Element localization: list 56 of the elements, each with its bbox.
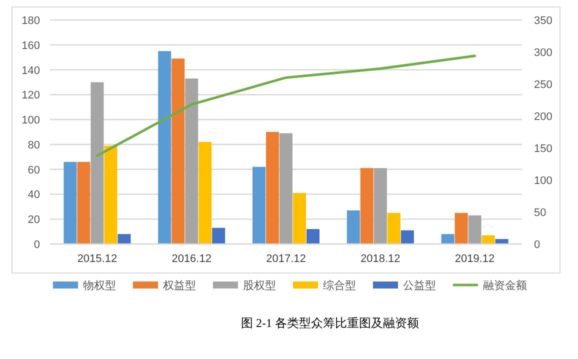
y2-tick-label: 300 — [534, 47, 552, 59]
bar — [306, 229, 320, 244]
caption: 图 2-1 各类型众筹比重图及融资额 — [241, 316, 419, 330]
legend-label: 综合型 — [323, 279, 356, 292]
bar — [400, 230, 414, 244]
y-tick-label: 140 — [22, 64, 40, 77]
bar — [172, 58, 185, 244]
bar — [360, 168, 374, 244]
bar — [158, 51, 172, 244]
bar — [374, 168, 387, 244]
bar — [482, 235, 495, 244]
bar — [198, 142, 212, 244]
x-tick-label: 2017.12 — [266, 253, 306, 265]
legend-label: 权益型 — [162, 280, 196, 292]
y-tick-label: 160 — [22, 40, 40, 52]
bar — [104, 146, 118, 244]
x-tick-label: 2015.12 — [77, 253, 118, 265]
legend-label: 融资金额 — [483, 279, 527, 292]
bar — [77, 162, 90, 244]
y-tick-label: 60 — [28, 164, 40, 176]
y-tick-label: 180 — [22, 15, 40, 27]
bar — [90, 82, 104, 244]
y-tick-label: 100 — [22, 114, 40, 127]
legend-label: 股权型 — [243, 280, 276, 292]
legend-label: 物权型 — [83, 280, 116, 292]
bar — [293, 192, 306, 244]
y-tick-label: 40 — [28, 189, 40, 202]
x-tick-label: 2019.12 — [454, 253, 495, 265]
y2-tick-label: 50 — [534, 207, 546, 219]
y-tick-label: 0 — [34, 239, 40, 251]
bar — [280, 133, 292, 244]
y2-tick-label: 250 — [534, 79, 552, 91]
bar — [64, 162, 77, 244]
bar — [387, 212, 400, 244]
bar — [454, 212, 468, 244]
bar — [185, 78, 198, 244]
y-tick-label: 120 — [22, 90, 40, 102]
x-tick-label: 2016.12 — [172, 253, 212, 265]
line-series — [96, 54, 476, 157]
y2-tick-label: 200 — [534, 111, 552, 123]
bar — [266, 132, 279, 244]
y2-tick-label: 0 — [534, 239, 540, 251]
bar — [441, 234, 454, 244]
y2-tick-label: 150 — [534, 143, 552, 155]
bar — [118, 234, 131, 244]
bar — [212, 228, 226, 244]
y-tick-label: 20 — [28, 214, 40, 226]
y-tick-label: 80 — [28, 139, 40, 152]
bar — [495, 239, 508, 244]
bar — [346, 210, 360, 244]
bar — [252, 166, 266, 244]
x-tick-label: 2018.12 — [360, 253, 400, 265]
bar — [468, 215, 482, 244]
y2-tick-label: 100 — [534, 175, 552, 187]
y2-tick-label: 350 — [534, 15, 552, 27]
legend-label: 公益型 — [403, 280, 436, 292]
